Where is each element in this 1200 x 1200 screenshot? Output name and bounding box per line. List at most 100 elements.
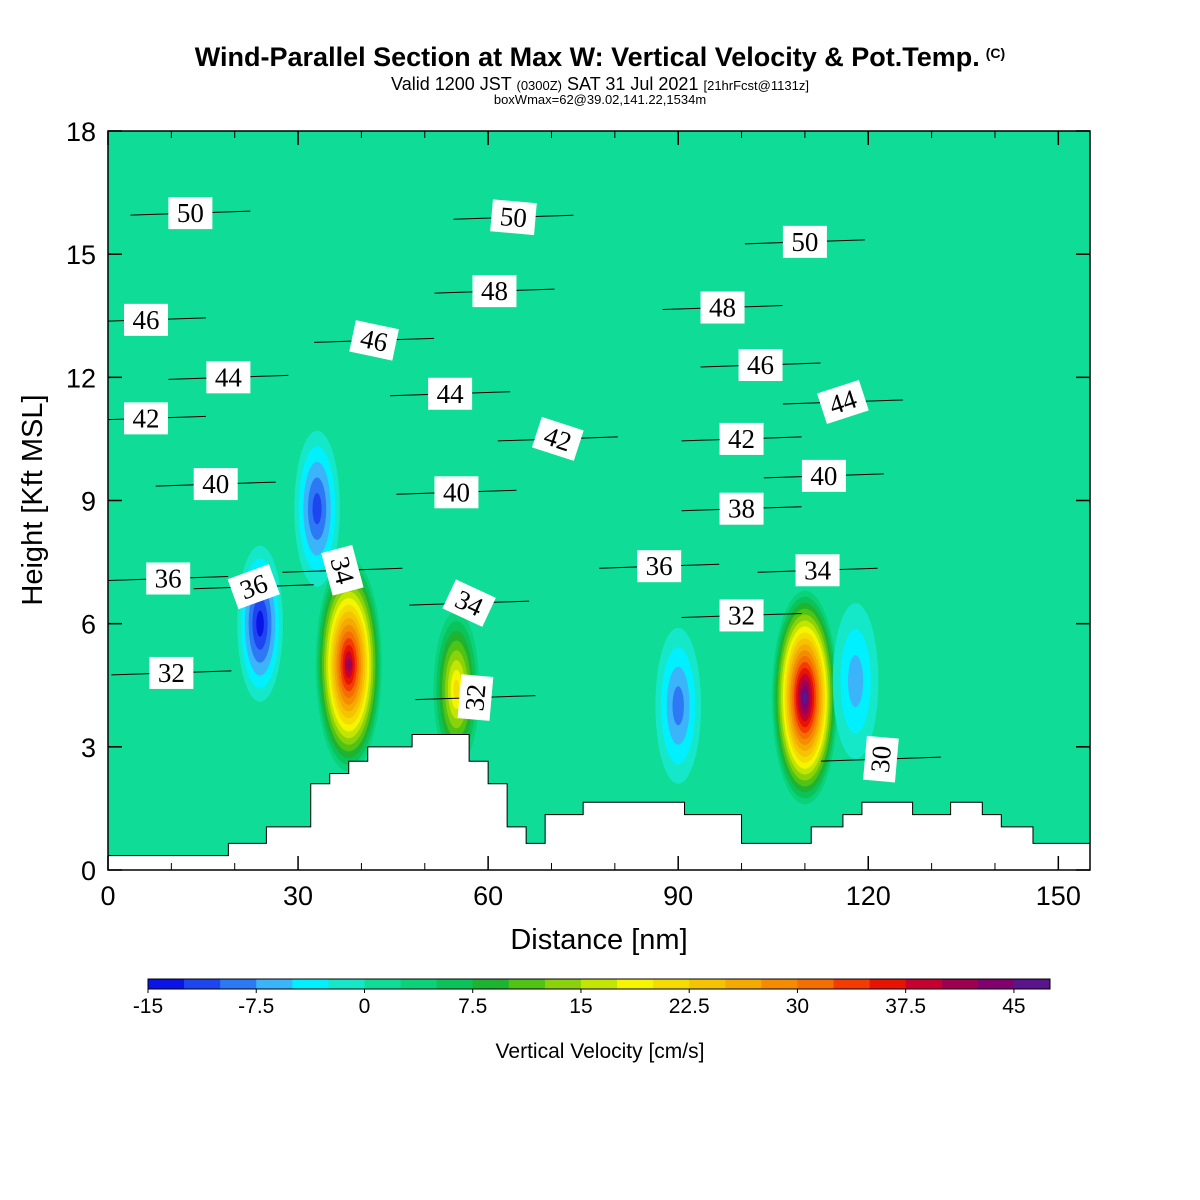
x-axis-label: Distance [nm] <box>510 924 687 956</box>
theta-label-text: 36 <box>155 564 182 594</box>
copyright-mark: (C) <box>985 45 1006 61</box>
colorbar-swatch <box>833 979 871 989</box>
theta-label: 32 <box>149 656 194 689</box>
theta-label-text: 46 <box>358 323 391 358</box>
forecast-info: [21hrFcst@1131z] <box>703 78 809 93</box>
theta-label-box <box>146 562 191 595</box>
w-level <box>256 610 264 637</box>
theta-label-text: 42 <box>133 403 160 433</box>
theta-label: 44 <box>428 377 473 410</box>
theta-label-text: 40 <box>810 461 837 491</box>
theta-label: 34 <box>321 544 364 596</box>
downdraft-cell <box>655 627 702 784</box>
y-tick-label: 6 <box>81 610 96 640</box>
theta-label: 40 <box>193 468 238 501</box>
colorbar-swatch <box>292 979 329 989</box>
theta-label-text: 50 <box>791 227 818 257</box>
y-tick-label: 9 <box>81 487 96 517</box>
colorbar: -15 -7.5 0 7.5 15 22.5 30 37.5 45 <box>133 978 1051 1018</box>
colorbar-tick-label: 22.5 <box>669 995 710 1018</box>
colorbar-swatch <box>328 979 365 989</box>
w-level <box>453 679 460 700</box>
theta-label: 38 <box>719 492 764 525</box>
theta-label-box <box>434 476 479 509</box>
theta-label: 40 <box>801 459 846 492</box>
w-level <box>672 686 684 726</box>
theta-label-box <box>457 674 494 721</box>
theta-label: 32 <box>457 674 494 721</box>
theta-label-text: 36 <box>646 551 673 581</box>
colorbar-swatch <box>1013 979 1051 989</box>
x-tick-label: 90 <box>663 881 693 911</box>
theta-label: 34 <box>795 554 840 587</box>
theta-label-box <box>531 416 584 461</box>
theta-label: 50 <box>782 225 827 258</box>
w-level <box>312 493 322 525</box>
theta-label-box <box>442 579 496 627</box>
x-tick-label: 30 <box>283 881 313 911</box>
colorbar-swatch <box>184 979 221 989</box>
colorbar-swatch <box>472 979 510 989</box>
theta-label-box <box>168 197 213 230</box>
theta-label: 44 <box>817 379 869 424</box>
theta-label-text: 32 <box>728 600 755 630</box>
colorbar-tick-label: 30 <box>786 995 809 1018</box>
theta-label: 46 <box>124 303 169 336</box>
y-tick-label: 0 <box>81 856 96 886</box>
terrain-profile <box>107 734 1091 871</box>
downdraft-cell <box>832 603 879 760</box>
theta-label-box <box>124 303 169 336</box>
colorbar-swatch <box>689 979 726 989</box>
theta-label-text: 50 <box>177 198 204 228</box>
colorbar-tick-label: 15 <box>569 995 592 1018</box>
colorbar-swatch <box>364 979 402 989</box>
theta-label-box <box>719 492 764 525</box>
colorbar-swatch <box>977 979 1015 989</box>
theta-label-box <box>149 656 194 689</box>
theta-label: 48 <box>472 275 517 308</box>
colorbar-swatch <box>220 979 257 989</box>
theta-label-box <box>700 291 745 324</box>
theta-label: 40 <box>434 476 479 509</box>
field-background <box>108 131 1090 870</box>
theta-label-box <box>472 275 517 308</box>
theta-label-box <box>782 225 827 258</box>
colorbar-swatch <box>905 979 943 989</box>
colorbar-swatch <box>436 979 474 989</box>
theta-label-box <box>795 554 840 587</box>
y-tick-label: 15 <box>66 240 96 270</box>
colorbar-tick-label: -7.5 <box>238 995 274 1018</box>
w-level <box>847 655 864 708</box>
theta-label-text: 48 <box>481 276 508 306</box>
theta-label-box <box>124 402 169 435</box>
colorbar-tick-label: 0 <box>359 995 371 1018</box>
theta-label: 36 <box>637 550 682 583</box>
theta-label-box <box>637 550 682 583</box>
theta-label-box <box>719 599 764 632</box>
y-tick-label: 18 <box>66 117 96 147</box>
theta-label: 46 <box>349 320 399 361</box>
theta-label-text: 46 <box>133 305 160 335</box>
chart-title: Wind-Parallel Section at Max W: Vertical… <box>0 42 1200 73</box>
updraft-cell <box>315 557 382 772</box>
vertical-velocity-field <box>108 131 1090 870</box>
theta-label-text: 40 <box>202 469 229 499</box>
theta-label-text: 32 <box>459 683 491 713</box>
theta-label-box <box>738 349 783 382</box>
theta-label-text: 38 <box>728 494 755 524</box>
y-axis-label: Height [Kft MSL] <box>17 394 49 605</box>
theta-label-text: 30 <box>865 744 897 774</box>
theta-label-box <box>321 544 364 596</box>
theta-label-text: 32 <box>158 658 185 688</box>
theta-label-text: 50 <box>499 201 529 233</box>
theta-label-text: 44 <box>215 362 243 392</box>
theta-label-text: 44 <box>437 379 465 409</box>
utc-time: (0300Z) <box>516 78 563 93</box>
theta-label: 42 <box>124 402 169 435</box>
y-tick-label: 3 <box>81 733 96 763</box>
w-level <box>345 658 352 672</box>
theta-label-box <box>227 564 280 610</box>
theta-label-box <box>490 199 537 236</box>
